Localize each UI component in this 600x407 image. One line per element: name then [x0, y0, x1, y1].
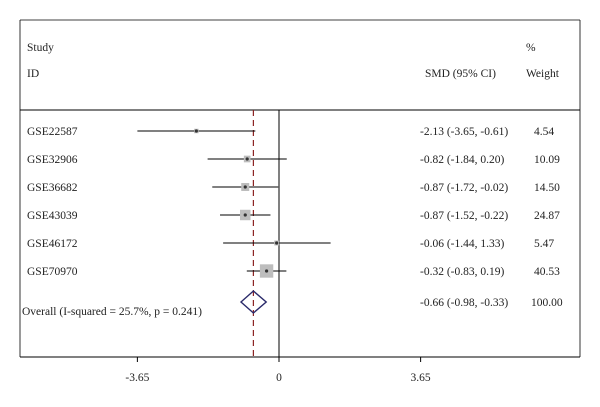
study-id: GSE43039: [27, 210, 78, 222]
point-estimate: [243, 213, 247, 217]
x-axis-ticks: -3.65 0 3.65: [125, 357, 431, 384]
study-id: GSE32906: [27, 154, 78, 166]
header-study-label: Study: [27, 42, 54, 54]
study-rows: GSE22587 -2.13 (-3.65, -0.61) 4.54 GSE32906…: [27, 126, 560, 278]
weight-label: 40.53: [534, 266, 560, 278]
weight-label: 5.47: [534, 238, 554, 250]
overall-weight-label: 100.00: [531, 297, 563, 309]
smd-ci-label: -0.87 (-1.52, -0.22): [420, 210, 508, 222]
smd-ci-label: -0.06 (-1.44, 1.33): [420, 238, 504, 250]
overall-smd-ci-label: -0.66 (-0.98, -0.33): [420, 297, 508, 309]
point-estimate: [245, 157, 249, 161]
study-id: GSE46172: [27, 238, 78, 250]
smd-ci-label: -0.87 (-1.72, -0.02): [420, 182, 508, 194]
smd-ci-label: -0.82 (-1.84, 0.20): [420, 154, 504, 166]
study-row: GSE46172 -0.06 (-1.44, 1.33) 5.47: [27, 238, 554, 250]
smd-ci-label: -2.13 (-3.65, -0.61): [420, 126, 508, 138]
study-id: GSE36682: [27, 182, 78, 194]
weight-label: 24.87: [534, 210, 560, 222]
header-id-label: ID: [27, 68, 39, 80]
x-tick-label: -3.65: [125, 372, 149, 384]
overall-diamond: [239, 290, 268, 314]
weight-label: 14.50: [534, 182, 560, 194]
weight-label: 10.09: [534, 154, 560, 166]
weight-label: 4.54: [534, 126, 554, 138]
study-id: GSE22587: [27, 126, 78, 138]
point-estimate: [243, 185, 247, 189]
study-row: GSE22587 -2.13 (-3.65, -0.61) 4.54: [27, 126, 554, 138]
point-estimate: [275, 241, 279, 245]
point-estimate: [194, 129, 198, 133]
overall-row: Overall (I-squared = 25.7%, p = 0.241) -0…: [22, 290, 563, 318]
header-effect-label: SMD (95% CI): [425, 68, 496, 80]
study-id: GSE70970: [27, 266, 78, 278]
x-tick-label: 0: [276, 372, 282, 384]
study-row: GSE36682 -0.87 (-1.72, -0.02) 14.50: [27, 182, 560, 194]
overall-label: Overall (I-squared = 25.7%, p = 0.241): [22, 306, 202, 318]
study-row: GSE43039 -0.87 (-1.52, -0.22) 24.87: [27, 209, 560, 222]
point-estimate: [264, 269, 269, 273]
header-weight-label: Weight: [526, 68, 560, 80]
study-row: GSE70970 -0.32 (-0.83, 0.19) 40.53: [27, 264, 560, 278]
x-tick-label: 3.65: [411, 372, 431, 384]
header-pct-label: %: [526, 42, 536, 54]
smd-ci-label: -0.32 (-0.83, 0.19): [420, 266, 504, 278]
study-row: GSE32906 -0.82 (-1.84, 0.20) 10.09: [27, 154, 560, 166]
